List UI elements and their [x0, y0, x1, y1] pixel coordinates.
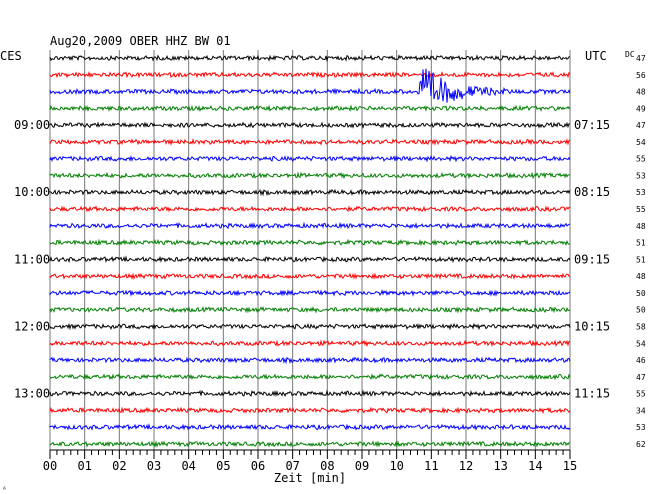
chart-title: Aug20,2009 OBER HHZ BW 01: [50, 34, 231, 48]
x-tick-label-05: 05: [216, 459, 230, 473]
x-tick-label-04: 04: [181, 459, 195, 473]
trace-row-13: [49, 272, 571, 281]
left-timezone-label: CES: [0, 49, 22, 63]
trace-row-22: [49, 423, 571, 431]
x-tick-label-13: 13: [493, 459, 507, 473]
dc-offset-row-20: 55: [636, 390, 646, 399]
trace-row-18: [49, 356, 571, 365]
trace-row-19: [49, 373, 571, 381]
dc-offset-row-5: 54: [636, 138, 646, 147]
right-time-label-3: 10:15: [574, 319, 610, 333]
dc-header-label: DC: [625, 50, 635, 59]
dc-offset-row-13: 48: [636, 272, 646, 281]
dc-offset-row-4: 47: [636, 121, 646, 130]
dc-offset-row-8: 53: [636, 188, 646, 197]
trace-row-21: [49, 406, 571, 415]
dc-offset-labels: 47 56 48 49 47 54 55 53 53 55 48 51 51 48 50 50 58 54 46 47…: [636, 54, 646, 449]
x-tick-label-00: 00: [43, 459, 57, 473]
x-tick-label-02: 02: [112, 459, 126, 473]
trace-row-20: [49, 389, 571, 398]
right-time-label-2: 09:15: [574, 252, 610, 266]
trace-row-6: [49, 154, 571, 163]
left-time-label-2: 11:00: [14, 252, 50, 266]
x-tick-label-15: 15: [563, 459, 577, 473]
trace-row-14: [49, 289, 571, 297]
x-tick-label-01: 01: [77, 459, 91, 473]
dc-offset-row-2: 48: [636, 88, 646, 97]
x-axis-label: Zeit [min]: [274, 471, 346, 485]
dc-offset-row-3: 49: [636, 104, 646, 113]
trace-row-0: [49, 54, 571, 63]
dc-offset-row-17: 54: [636, 339, 646, 348]
dc-offset-row-0: 47: [636, 54, 646, 63]
trace-row-11: [49, 238, 571, 247]
trace-row-17: [49, 339, 571, 348]
trace-row-3: [49, 104, 571, 113]
left-time-labels: 09:00 10:00 11:00 12:00 13:00: [14, 118, 50, 400]
trace-row-9: [49, 205, 571, 213]
seismic-traces: [49, 54, 571, 448]
x-axis: 00 01 02 03 04 05 06 07 08 09 10 11 12 13 14 15: [43, 450, 577, 473]
x-tick-label-11: 11: [424, 459, 438, 473]
left-time-label-1: 10:00: [14, 185, 50, 199]
dc-offset-row-18: 46: [636, 356, 646, 365]
x-tick-label-12: 12: [459, 459, 473, 473]
left-time-label-3: 12:00: [14, 319, 50, 333]
right-time-labels: 07:15 08:15 09:15 10:15 11:15: [574, 118, 610, 400]
x-tick-label-14: 14: [528, 459, 542, 473]
dc-offset-row-11: 51: [636, 239, 646, 248]
left-time-label-0: 09:00: [14, 118, 50, 132]
trace-row-8: [49, 188, 571, 197]
x-tick-label-09: 09: [355, 459, 369, 473]
dc-offset-row-6: 55: [636, 155, 646, 164]
left-time-label-4: 13:00: [14, 387, 50, 401]
dc-offset-row-16: 58: [636, 322, 646, 331]
trace-row-10: [49, 221, 571, 230]
trace-row-12: [49, 255, 571, 264]
trace-row-5: [49, 137, 571, 146]
right-time-label-4: 11:15: [574, 387, 610, 401]
dc-offset-row-15: 50: [636, 306, 646, 315]
right-timezone-label: UTC: [585, 49, 607, 63]
x-tick-label-10: 10: [389, 459, 403, 473]
trace-row-7: [49, 171, 571, 180]
trace-row-2: [49, 68, 571, 103]
x-tick-label-03: 03: [147, 459, 161, 473]
right-time-label-1: 08:15: [574, 185, 610, 199]
dc-offset-row-12: 51: [636, 255, 646, 264]
trace-row-16: [49, 322, 571, 331]
right-time-label-0: 07:15: [574, 118, 610, 132]
dc-offset-row-7: 53: [636, 171, 646, 180]
trace-row-1: [49, 70, 571, 79]
trace-row-15: [49, 305, 571, 314]
dc-offset-row-10: 48: [636, 222, 646, 231]
dc-offset-row-9: 55: [636, 205, 646, 214]
dc-offset-row-23: 62: [636, 440, 646, 449]
dc-offset-row-19: 47: [636, 373, 646, 382]
x-tick-label-07: 07: [285, 459, 299, 473]
dc-offset-row-21: 34: [636, 406, 646, 415]
dc-offset-row-22: 53: [636, 423, 646, 432]
dc-offset-row-1: 56: [636, 71, 646, 80]
trace-row-23: [49, 440, 571, 448]
grid-lines: [49, 50, 571, 451]
dc-offset-row-14: 50: [636, 289, 646, 298]
x-tick-label-08: 08: [320, 459, 334, 473]
trace-row-4: [49, 121, 570, 130]
x-tick-label-06: 06: [251, 459, 265, 473]
footer-mark: ᴬ: [2, 485, 7, 494]
